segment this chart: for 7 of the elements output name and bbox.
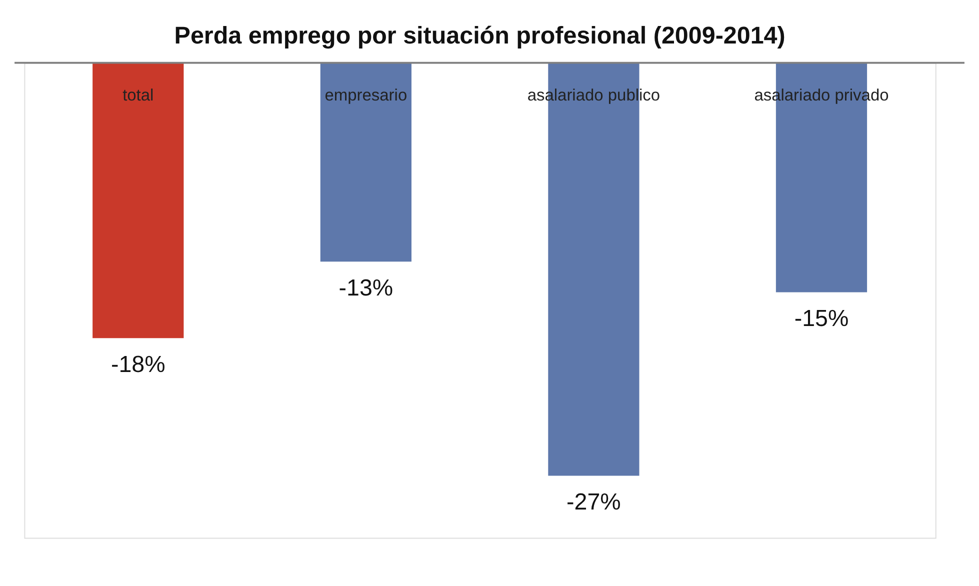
x-tick-label: empresario [324, 86, 408, 105]
data-label: -13% [338, 274, 394, 301]
data-label: -15% [794, 305, 849, 332]
data-label: -27% [566, 488, 621, 515]
x-tick-label: total [122, 86, 154, 105]
data-label: -18% [110, 351, 166, 378]
chart-title: Perda emprego por situación profesional (2009-2014) [174, 22, 786, 50]
